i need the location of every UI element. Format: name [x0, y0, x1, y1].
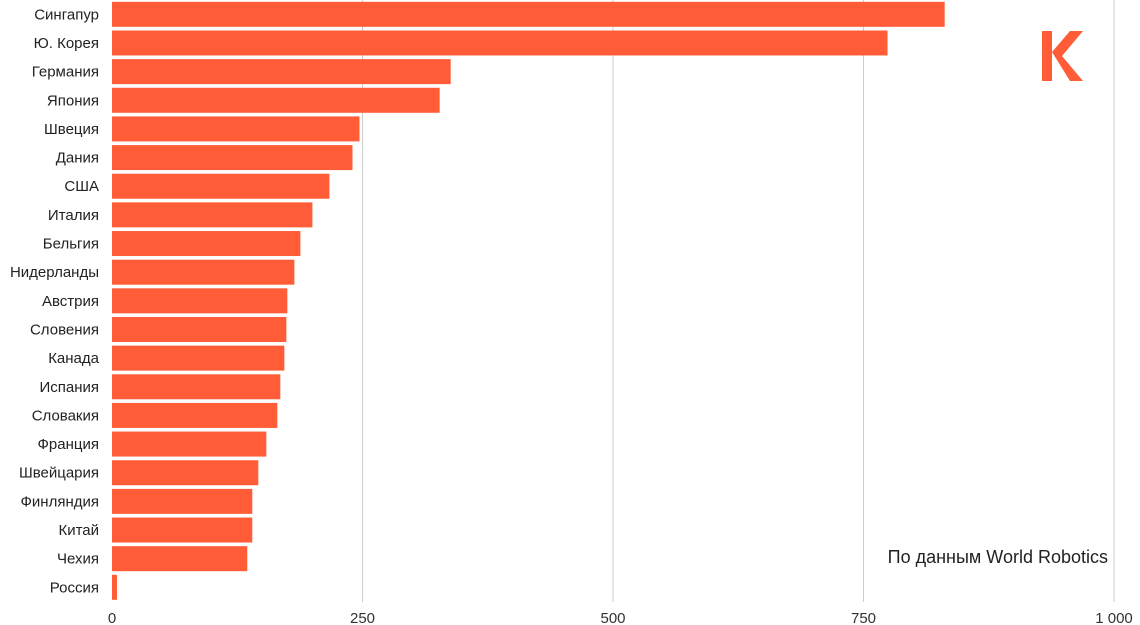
category-label: Нидерланды — [10, 264, 99, 281]
bar — [112, 259, 295, 285]
category-label: Канада — [48, 350, 99, 367]
category-label: Чехия — [57, 551, 99, 568]
category-label: Япония — [47, 92, 99, 109]
category-label: Бельгия — [43, 236, 99, 253]
category-label: Швейцария — [19, 465, 99, 482]
category-label: США — [64, 178, 99, 195]
x-tick-label: 0 — [108, 610, 116, 625]
category-label: Германия — [32, 64, 99, 81]
category-label: Франция — [38, 436, 99, 453]
category-label: Финляндия — [21, 493, 99, 510]
bar — [112, 1, 945, 27]
bar — [112, 546, 248, 572]
x-tick-label: 250 — [350, 610, 375, 625]
bar — [112, 431, 267, 457]
bar — [112, 202, 313, 228]
bar — [112, 145, 353, 171]
category-labels: Сингапур Ю. Корея Германия Япония Швеция Дани… — [10, 6, 100, 596]
bar — [112, 87, 440, 113]
category-label: Австрия — [42, 293, 99, 310]
bars — [112, 1, 945, 600]
bar — [112, 173, 330, 199]
k-logo-icon — [1042, 31, 1083, 81]
category-label: Дания — [56, 150, 99, 167]
bar — [112, 374, 281, 400]
category-label: Ю. Корея — [34, 35, 99, 52]
bar — [112, 316, 287, 342]
category-label: Словакия — [32, 407, 99, 424]
bar — [112, 345, 285, 371]
bar — [112, 288, 288, 314]
category-label: Словения — [30, 321, 99, 338]
bar — [112, 574, 118, 600]
x-tick-label: 500 — [600, 610, 625, 625]
category-label: Италия — [48, 207, 99, 224]
bar — [112, 116, 360, 142]
bar — [112, 517, 253, 543]
category-label: Сингапур — [34, 6, 99, 23]
grid-lines — [362, 0, 1115, 602]
category-label: Россия — [50, 579, 99, 596]
source-note: По данным World Robotics — [888, 547, 1108, 567]
bar — [112, 59, 451, 85]
bar — [112, 488, 253, 514]
category-label: Испания — [39, 379, 99, 396]
x-axis-tick-labels: 0 250 500 750 1 000 — [108, 610, 1133, 625]
category-label: Китай — [58, 522, 99, 539]
category-label: Швеция — [44, 121, 99, 138]
x-tick-label: 1 000 — [1095, 610, 1133, 625]
bar — [112, 231, 301, 257]
bar — [112, 460, 259, 486]
x-tick-label: 750 — [851, 610, 876, 625]
bar — [112, 402, 278, 428]
bar — [112, 30, 888, 56]
